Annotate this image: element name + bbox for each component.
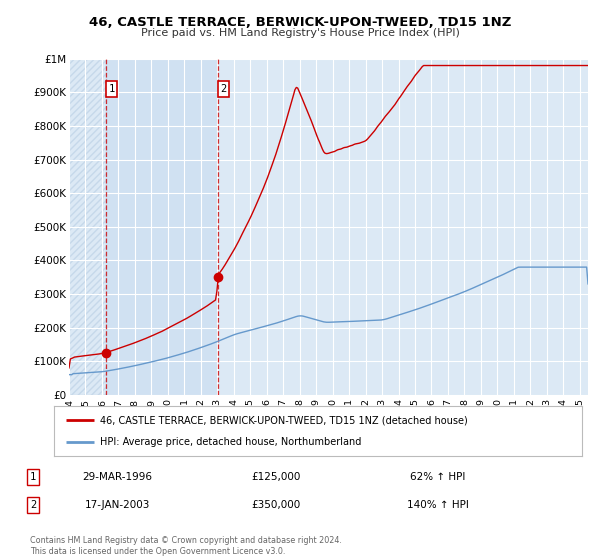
Text: HPI: Average price, detached house, Northumberland: HPI: Average price, detached house, Nort… [100, 437, 362, 447]
Text: £125,000: £125,000 [251, 472, 301, 482]
Bar [106, 59, 218, 395]
Text: 62% ↑ HPI: 62% ↑ HPI [410, 472, 466, 482]
Text: 46, CASTLE TERRACE, BERWICK-UPON-TWEED, TD15 1NZ (detached house): 46, CASTLE TERRACE, BERWICK-UPON-TWEED, … [100, 415, 468, 425]
Text: Contains HM Land Registry data © Crown copyright and database right 2024.
This d: Contains HM Land Registry data © Crown c… [30, 536, 342, 556]
Text: 140% ↑ HPI: 140% ↑ HPI [407, 500, 469, 510]
Text: 2: 2 [221, 84, 227, 94]
Text: 17-JAN-2003: 17-JAN-2003 [85, 500, 149, 510]
Text: 1: 1 [30, 472, 36, 482]
Text: 2: 2 [30, 500, 36, 510]
Bar [69, 59, 106, 395]
Text: 46, CASTLE TERRACE, BERWICK-UPON-TWEED, TD15 1NZ: 46, CASTLE TERRACE, BERWICK-UPON-TWEED, … [89, 16, 511, 29]
Text: £350,000: £350,000 [251, 500, 301, 510]
Text: Price paid vs. HM Land Registry's House Price Index (HPI): Price paid vs. HM Land Registry's House … [140, 28, 460, 38]
Text: 29-MAR-1996: 29-MAR-1996 [82, 472, 152, 482]
Text: 1: 1 [109, 84, 115, 94]
